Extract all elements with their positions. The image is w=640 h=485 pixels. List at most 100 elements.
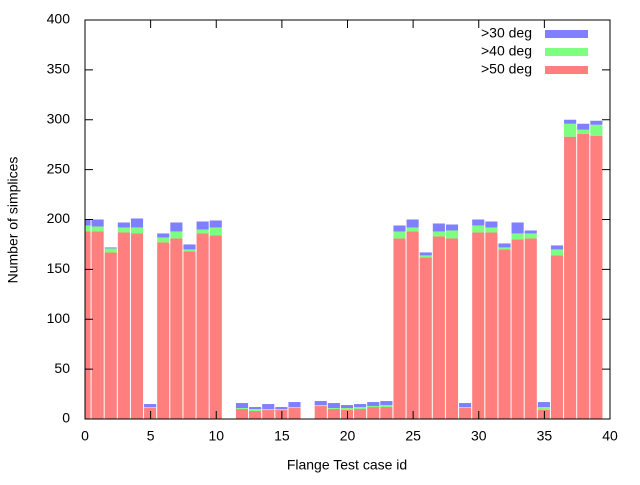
bar-segment: [85, 219, 91, 226]
bar-segment: [432, 223, 445, 232]
bar-segment: [170, 222, 183, 232]
bar-segment: [406, 231, 419, 419]
bar-segment: [524, 238, 537, 419]
bar-segment: [262, 409, 275, 411]
bar-segment: [459, 403, 472, 408]
bar-segment: [209, 220, 222, 228]
x-tick-label: 25: [405, 428, 421, 444]
legend-label: >30 deg: [481, 25, 532, 41]
bar-segment: [367, 407, 380, 419]
bar-segment: [393, 225, 406, 232]
bar-segment: [327, 409, 340, 419]
bar-segment: [445, 238, 459, 419]
bar-segment: [104, 247, 117, 249]
bar-segment: [170, 238, 183, 419]
bar-segment: [537, 407, 550, 411]
legend-swatch: [545, 48, 588, 56]
bar-segment: [275, 409, 288, 411]
bar-segment: [183, 244, 196, 250]
bar-segment: [196, 229, 209, 234]
bar-segment: [314, 406, 327, 419]
bar-segment: [537, 402, 550, 408]
bar-segment: [327, 408, 340, 410]
bar-segment: [104, 248, 117, 253]
bar-segment: [498, 247, 511, 250]
bar-segment: [367, 406, 380, 408]
bar-segment: [288, 407, 301, 409]
bar-segment: [459, 408, 472, 419]
bar-segment: [380, 405, 393, 408]
bar-segment: [196, 221, 209, 230]
bar-segment: [354, 407, 367, 410]
bar-segment: [550, 245, 564, 250]
bar-segment: [249, 409, 262, 412]
bar-segment: [577, 133, 590, 419]
bar-segment: [354, 409, 367, 419]
bar-segment: [117, 232, 130, 419]
y-tick-label: 50: [54, 360, 70, 376]
bar-segment: [209, 227, 222, 236]
bar-segment: [380, 401, 393, 406]
bar-segment: [498, 249, 511, 419]
bar-segment: [288, 408, 301, 419]
x-tick-label: 10: [208, 428, 224, 444]
bar-segment: [432, 236, 445, 419]
bar-segment: [550, 249, 564, 256]
bar-segment: [577, 123, 590, 130]
y-tick-label: 200: [47, 210, 71, 226]
bar-segment: [524, 230, 537, 234]
x-tick-label: 5: [147, 428, 155, 444]
bar-segment: [196, 233, 209, 419]
bar-segment: [498, 243, 511, 248]
bar-segment: [564, 119, 577, 124]
y-tick-label: 400: [47, 11, 71, 27]
bar-segment: [130, 227, 144, 234]
bar-segment: [262, 410, 275, 419]
bar-segment: [314, 405, 327, 407]
bar-segment: [130, 218, 144, 228]
bar-segment: [91, 226, 104, 232]
bar-segment: [380, 407, 393, 419]
bar-segment: [91, 231, 104, 419]
bar-segment: [564, 136, 577, 419]
bar-segment: [249, 411, 262, 419]
bar-segment: [117, 222, 130, 228]
bar-segment: [511, 222, 524, 234]
bar-segment: [104, 252, 117, 419]
y-tick-label: 250: [47, 160, 71, 176]
bar-segment: [144, 407, 157, 409]
x-tick-label: 30: [471, 428, 487, 444]
bar-segment: [183, 249, 196, 252]
bar-segment: [183, 251, 196, 419]
x-tick-label: 35: [537, 428, 553, 444]
bar-segment: [327, 403, 340, 409]
bar-segment: [472, 219, 485, 226]
bar-segment: [209, 235, 222, 419]
bar-segment: [144, 404, 157, 408]
bar-segment: [235, 403, 249, 409]
bar-segment: [288, 402, 301, 408]
bar-segment: [117, 227, 130, 233]
bar-segment: [393, 231, 406, 239]
bar-segment: [275, 407, 288, 410]
bar-segment: [590, 135, 603, 419]
bar-segment: [511, 239, 524, 419]
bar-segment: [157, 242, 170, 419]
bar-segment: [314, 401, 327, 406]
bar-segment: [550, 255, 564, 419]
bar-segment: [249, 407, 262, 410]
bar-segment: [235, 409, 249, 419]
x-tick-label: 15: [274, 428, 290, 444]
bar-segment: [157, 237, 170, 243]
bar-segment: [432, 231, 445, 237]
legend-label: >40 deg: [481, 43, 532, 59]
bar-segment: [170, 231, 183, 239]
x-axis-label: Flange Test case id: [287, 457, 407, 473]
x-tick-label: 40: [602, 428, 618, 444]
bar-segment: [235, 408, 249, 410]
bar-segment: [393, 238, 406, 419]
bar-segment: [472, 232, 485, 419]
bar-segment: [445, 224, 459, 231]
